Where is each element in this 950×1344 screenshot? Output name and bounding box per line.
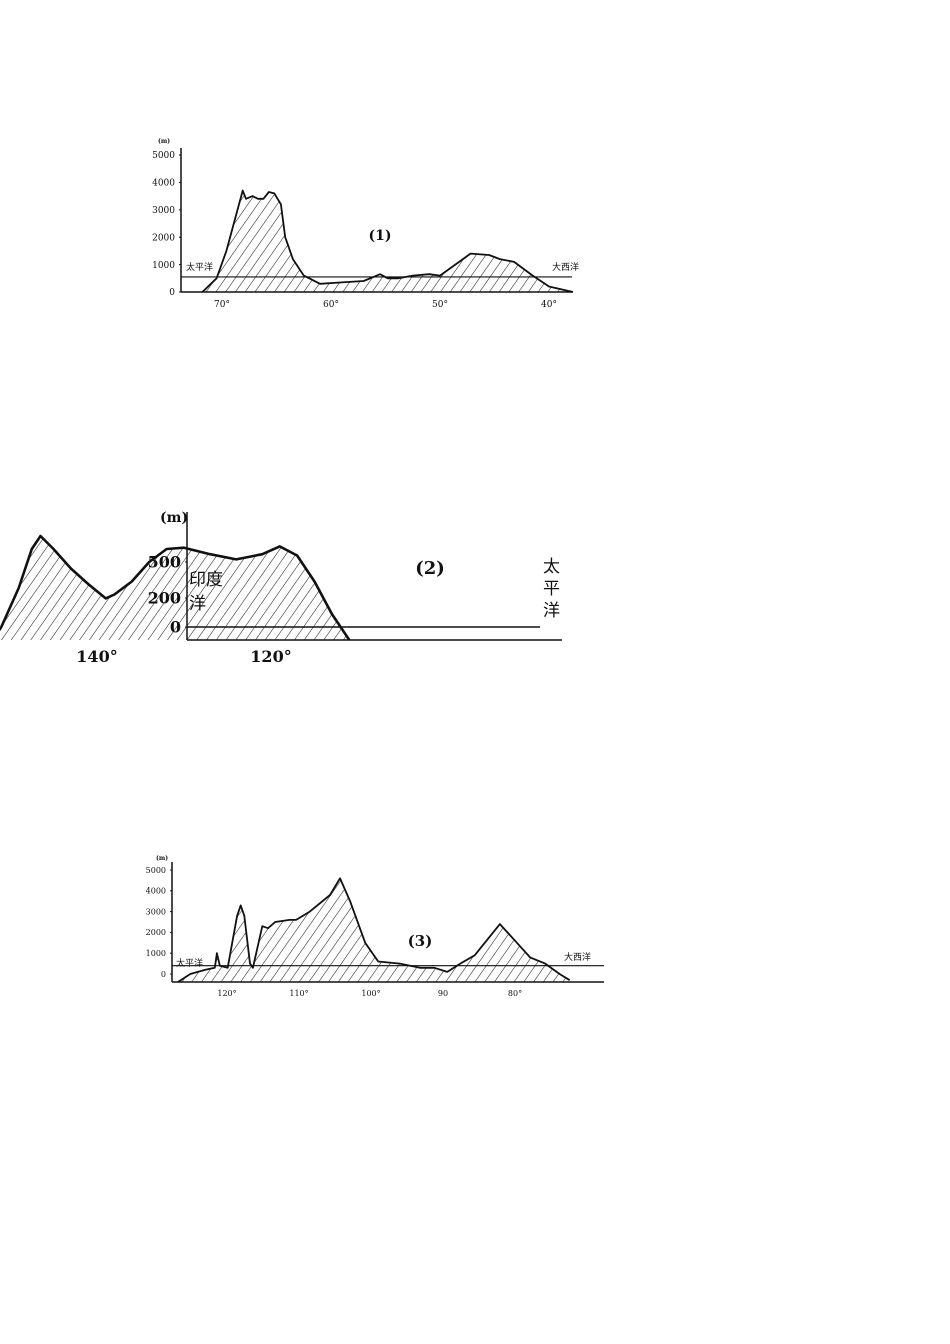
x-tick-label: 90: [438, 989, 448, 998]
terrain-hatch: [178, 878, 570, 982]
terrain-outline: [0, 534, 351, 641]
terrain-outline: [177, 877, 571, 983]
profile-2: 0 200 500 120° 140° (m) (2) 太平洋: [0, 510, 562, 666]
unit-label: (m): [156, 855, 168, 862]
y-tick-label: 4000: [152, 179, 175, 189]
unit-label: (m): [160, 510, 188, 526]
x-tick-label: 110°: [289, 989, 308, 998]
x-tick-label: 70°: [214, 300, 230, 310]
x-tick-label: 120°: [250, 647, 291, 666]
y-tick-label: 3000: [146, 907, 166, 916]
profile-1: 0 1000 2000 3000 4000 5000 70° 60° 50° 40° (m) (1) 太…: [152, 138, 579, 310]
left-ocean-label: 太平洋: [186, 261, 213, 273]
y-tick-label: 5000: [146, 866, 166, 875]
terrain-outline: [201, 189, 574, 293]
left-ocean-label: 印度洋: [189, 570, 223, 614]
y-tick-label: 0: [161, 970, 166, 979]
right-ocean-label: 大西洋: [552, 261, 579, 273]
y-tick-label: 3000: [152, 206, 175, 216]
x-tick-label: 120°: [217, 989, 236, 998]
y-tick-label: 2000: [146, 928, 166, 937]
y-tick-label: 5000: [152, 151, 175, 161]
profile-3: 0 1000 2000 3000 4000 5000 120° 110° 100° 90 80° (m…: [146, 855, 604, 998]
y-tick-label: 0: [169, 288, 175, 298]
x-tick-label: 140°: [76, 647, 117, 666]
x-tick-label: 60°: [323, 300, 339, 310]
y-tick-label: 2000: [152, 233, 175, 243]
x-tick-label: 80°: [508, 989, 522, 998]
right-ocean-label-char: 太: [543, 557, 560, 577]
terrain-hatch: [0, 536, 350, 640]
y-tick-label: 4000: [146, 887, 166, 896]
terrain-hatch: [202, 190, 573, 292]
left-ocean-label: 太平洋: [176, 957, 203, 969]
right-ocean-label-char: 洋: [543, 601, 560, 621]
profile-label: (3): [408, 932, 433, 950]
profile-label: (1): [369, 228, 392, 244]
right-ocean-label: 大西洋: [564, 951, 591, 963]
x-tick-label: 40°: [541, 300, 557, 310]
y-tick-label: 1000: [146, 949, 166, 958]
y-tick-label: 500: [148, 553, 181, 572]
x-tick-label: 100°: [361, 989, 380, 998]
profile-label: (2): [415, 558, 445, 579]
y-tick-label: 1000: [152, 261, 175, 271]
y-tick-label: 200: [148, 589, 181, 608]
x-tick-label: 50°: [432, 300, 448, 310]
y-tick-label: 0: [170, 618, 181, 637]
unit-label: (m): [158, 138, 170, 145]
right-ocean-label-char: 平: [543, 579, 560, 599]
